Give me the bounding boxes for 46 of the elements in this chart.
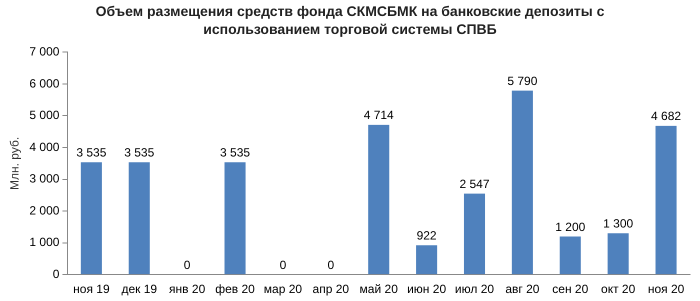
data-label: 1 300 bbox=[603, 216, 634, 231]
bar bbox=[464, 194, 486, 274]
x-tick-label: авг 20 bbox=[505, 282, 540, 296]
x-tick-label: сен 20 bbox=[552, 282, 589, 296]
data-label: 5 790 bbox=[507, 74, 538, 88]
x-tick-label: окт 20 bbox=[601, 282, 636, 296]
data-label: 0 bbox=[184, 258, 191, 272]
x-tick-label: дек 19 bbox=[121, 282, 158, 296]
x-tick-label: май 20 bbox=[360, 282, 398, 296]
x-tick-label: июл 20 bbox=[454, 282, 494, 296]
x-tick-label: ноя 19 bbox=[73, 282, 110, 296]
data-label: 4 714 bbox=[364, 108, 394, 122]
y-axis-title: Млн. руб. bbox=[8, 136, 22, 190]
x-tick-label: апр 20 bbox=[312, 282, 350, 296]
bar bbox=[512, 90, 533, 274]
bar bbox=[224, 162, 246, 274]
x-tick-label: янв 20 bbox=[169, 282, 206, 296]
x-tick-label: июн 20 bbox=[407, 282, 446, 296]
chart-title: Объем размещения средств фонда СКМСБМК на банковские депозиты с использованием торговой системы СПВБ bbox=[94, 2, 606, 39]
y-tick-label: 5 000 bbox=[29, 108, 60, 122]
data-label: 922 bbox=[416, 228, 437, 243]
data-label: 0 bbox=[327, 258, 334, 272]
bar bbox=[368, 124, 390, 274]
y-tick-label: 3 000 bbox=[29, 172, 60, 186]
bar bbox=[80, 162, 102, 274]
x-tick-label: мар 20 bbox=[264, 282, 302, 296]
data-label: 3 535 bbox=[124, 146, 155, 160]
data-label: 3 535 bbox=[220, 146, 250, 160]
data-label: 1 200 bbox=[555, 220, 586, 234]
y-tick-label: 0 bbox=[52, 266, 60, 281]
y-tick-label: 6 000 bbox=[29, 76, 60, 90]
data-label: 0 bbox=[280, 258, 287, 272]
x-tick-label: фев 20 bbox=[215, 282, 256, 296]
bar bbox=[416, 245, 438, 274]
y-tick-label: 1 000 bbox=[29, 235, 60, 250]
data-label: 4 682 bbox=[651, 109, 682, 124]
bar bbox=[128, 162, 150, 274]
y-tick-label: 4 000 bbox=[29, 140, 60, 154]
data-label: 2 547 bbox=[459, 176, 490, 191]
data-label: 3 535 bbox=[76, 146, 107, 160]
y-tick-label: 7 000 bbox=[29, 44, 60, 59]
bar bbox=[656, 126, 677, 274]
y-tick-label: 2 000 bbox=[29, 203, 60, 218]
x-tick-label: ноя 20 bbox=[648, 282, 685, 296]
bar bbox=[608, 233, 629, 274]
bar bbox=[560, 236, 581, 274]
